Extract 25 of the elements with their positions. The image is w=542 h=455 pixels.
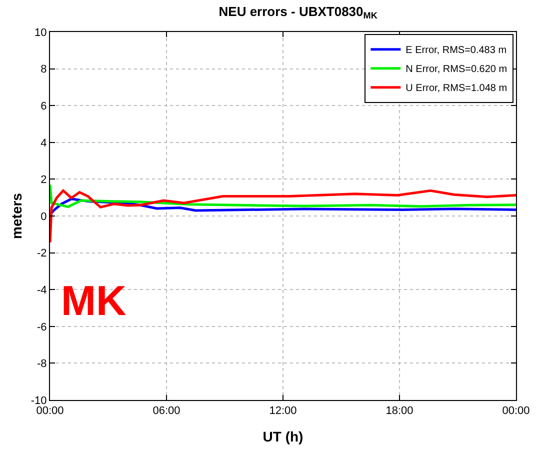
y-tick-label: 10: [34, 26, 47, 39]
y-axis-title: meters: [8, 192, 24, 239]
y-tick-label: -6: [37, 321, 47, 334]
legend-label: E Error, RMS=0.483 m: [406, 45, 507, 56]
legend-label: U Error, RMS=1.048 m: [406, 83, 508, 94]
y-tick-label: 6: [40, 100, 47, 112]
y-tick-label: 2: [40, 174, 47, 186]
x-tick-label: 00:00: [502, 405, 530, 418]
x-tick-label: 06:00: [152, 405, 180, 418]
x-tick-label: 12:00: [269, 405, 297, 418]
y-tick-label: 0: [40, 210, 47, 223]
y-tick-label: -4: [37, 284, 47, 296]
chart-title: NEU errors - UBXT0830$_{MK}$: [218, 4, 378, 21]
y-tick-label: 8: [40, 64, 47, 76]
line-series: [50, 189, 516, 244]
y-tick-label: -10: [30, 394, 47, 407]
x-tick-label: 00:00: [36, 405, 64, 418]
y-tick-label: -8: [37, 358, 47, 370]
line-series: [50, 183, 516, 208]
legend-label: N Error, RMS=0.620 m: [406, 64, 508, 76]
x-axis-title: UT (h): [262, 428, 304, 444]
y-tick-label: 4: [40, 137, 47, 150]
annotation: MK: [61, 277, 126, 324]
x-tick-label: 18:00: [386, 405, 414, 418]
y-tick-label: -2: [37, 248, 47, 260]
